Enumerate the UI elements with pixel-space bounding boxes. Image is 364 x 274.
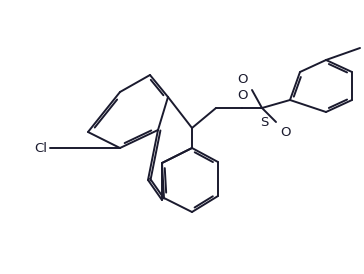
- Text: O: O: [237, 89, 247, 102]
- Text: Cl: Cl: [34, 141, 47, 155]
- Text: O: O: [280, 126, 290, 139]
- Text: O: O: [237, 73, 248, 86]
- Text: S: S: [260, 116, 268, 129]
